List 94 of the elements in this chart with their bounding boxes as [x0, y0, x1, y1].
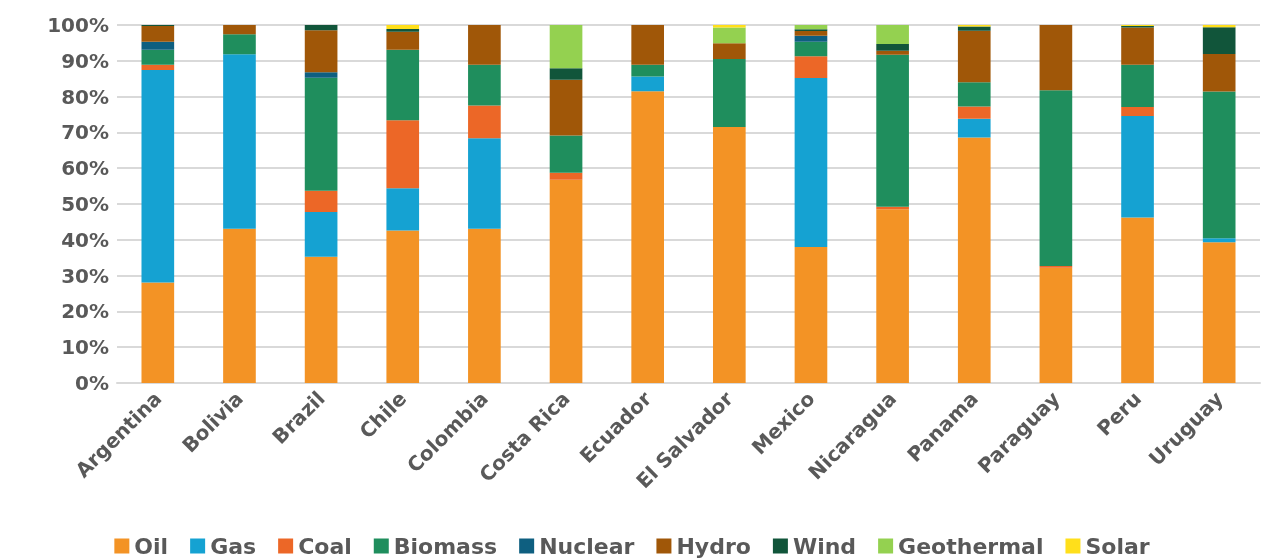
bar — [1202, 91, 1236, 239]
bar — [876, 209, 909, 383]
bar — [549, 179, 583, 383]
bar — [712, 25, 746, 28]
y-tick-label: 50% — [61, 192, 109, 216]
bar — [141, 70, 175, 283]
bar — [386, 230, 420, 383]
y-tick-label: 70% — [61, 120, 109, 145]
y-tick-label: 30% — [61, 263, 109, 288]
bar — [304, 25, 338, 31]
bar — [1121, 106, 1154, 116]
bar — [794, 41, 828, 57]
bar — [386, 31, 420, 50]
bar — [1202, 54, 1236, 92]
legend-label: Nuclear — [539, 533, 635, 558]
bar — [223, 25, 256, 35]
legend-label: Oil — [134, 533, 169, 558]
bar — [1121, 64, 1154, 107]
bar — [304, 30, 338, 73]
bar — [794, 77, 828, 247]
bar — [957, 118, 991, 138]
bar — [304, 190, 338, 212]
bar — [468, 105, 501, 139]
bar — [1039, 90, 1073, 266]
bar — [304, 72, 338, 78]
y-tick-label: 80% — [61, 84, 109, 109]
bar — [957, 106, 991, 119]
bar — [957, 82, 991, 107]
legend-label: Biomass — [393, 533, 498, 558]
y-tick-label: 0% — [75, 371, 109, 395]
bar — [794, 56, 828, 78]
bar — [957, 137, 991, 383]
bar — [631, 76, 665, 92]
bar — [386, 49, 420, 121]
bar — [1039, 25, 1073, 91]
bar — [876, 50, 909, 55]
bar — [468, 138, 501, 229]
y-tick-label: 20% — [61, 299, 109, 324]
bar — [468, 25, 501, 65]
bar — [712, 27, 746, 44]
bar — [876, 54, 909, 207]
bar — [1202, 238, 1236, 243]
bar — [549, 172, 583, 180]
bar — [794, 246, 828, 383]
bar — [957, 30, 991, 83]
bar — [141, 64, 175, 71]
bar — [549, 68, 583, 80]
bar — [1039, 267, 1073, 383]
bar — [712, 59, 746, 128]
bar — [141, 282, 175, 383]
bar — [304, 77, 338, 191]
bar — [1202, 27, 1236, 54]
legend-label: Gas — [210, 533, 257, 558]
bar — [876, 25, 909, 44]
bar — [957, 26, 991, 31]
bar — [794, 35, 828, 42]
bar — [549, 25, 583, 69]
bar — [223, 228, 256, 383]
bar — [141, 49, 175, 65]
bar — [386, 120, 420, 189]
bar — [141, 41, 175, 50]
bar — [712, 43, 746, 60]
bar — [794, 25, 828, 30]
bar — [631, 25, 665, 65]
bar — [631, 91, 665, 383]
bar — [1121, 217, 1154, 383]
bar — [1202, 25, 1236, 28]
bar — [141, 26, 175, 42]
bar — [304, 211, 338, 257]
legend-label: Coal — [298, 533, 352, 558]
bar — [631, 64, 665, 77]
bar — [386, 188, 420, 231]
legend-label: Hydro — [676, 533, 751, 558]
bar — [549, 135, 583, 173]
bar — [223, 54, 256, 229]
y-tick-label: 90% — [61, 48, 109, 73]
legend-label: Solar — [1085, 533, 1150, 558]
y-tick-label: 40% — [61, 227, 109, 252]
bar — [304, 256, 338, 383]
bar — [1202, 242, 1236, 383]
bar — [794, 31, 828, 36]
bar — [468, 64, 501, 106]
y-tick-label: 60% — [61, 156, 109, 181]
bar — [1121, 115, 1154, 218]
y-tick-label: 10% — [61, 335, 109, 360]
bar — [223, 34, 256, 55]
bar — [712, 127, 746, 383]
bar — [1121, 27, 1154, 65]
legend-label: Geothermal — [898, 533, 1044, 558]
bar — [876, 43, 909, 51]
bar — [549, 79, 583, 136]
legend-label: Wind — [792, 533, 857, 558]
y-tick-label: 100% — [47, 13, 109, 37]
bar — [468, 228, 501, 383]
